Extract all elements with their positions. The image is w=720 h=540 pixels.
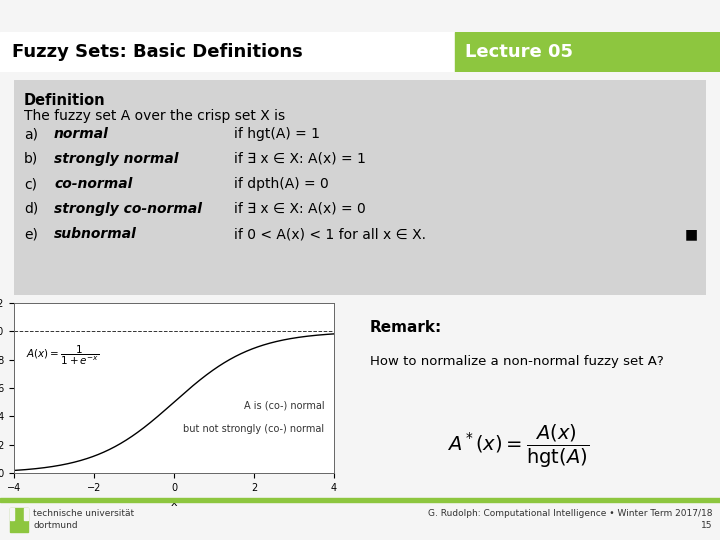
Text: technische universität: technische universität [33,510,134,518]
Text: strongly normal: strongly normal [54,152,179,166]
Text: G. Rudolph: Computational Intelligence • Winter Term 2017/18: G. Rudolph: Computational Intelligence •… [428,510,712,518]
Text: normal: normal [54,127,109,141]
Text: dortmund: dortmund [33,522,78,530]
Bar [0,498,720,502]
Text: e): e) [24,227,38,241]
Text: Definition: Definition [24,93,106,108]
Bar [10,508,28,532]
Text: strongly co-normal: strongly co-normal [54,202,202,216]
Text: if hgt(A) = 1: if hgt(A) = 1 [234,127,320,141]
Bar [10,508,14,520]
Text: Lecture 05: Lecture 05 [465,43,573,61]
Text: ■: ■ [685,227,698,241]
Text: The fuzzy set A over the crisp set X is: The fuzzy set A over the crisp set X is [24,109,285,123]
Text: 15: 15 [701,522,712,530]
Text: if 0 < A(x) < 1 for all x ∈ X.: if 0 < A(x) < 1 for all x ∈ X. [234,227,426,241]
Text: $A^*(x) = \dfrac{A(x)}{\mathrm{hgt}(A)}$: $A^*(x) = \dfrac{A(x)}{\mathrm{hgt}(A)}$ [447,423,589,470]
Text: if ∃ x ∈ X: A(x) = 1: if ∃ x ∈ X: A(x) = 1 [234,152,366,166]
Text: How to normalize a non-normal fuzzy set A?: How to normalize a non-normal fuzzy set … [369,355,663,368]
Text: subnormal: subnormal [54,227,137,241]
Text: b): b) [24,152,38,166]
Text: Remark:: Remark: [369,320,442,334]
Text: A is (co-) normal: A is (co-) normal [244,400,325,410]
Text: $A(x) = \dfrac{1}{1+e^{-x}}$: $A(x) = \dfrac{1}{1+e^{-x}}$ [26,343,99,367]
Text: a): a) [24,127,38,141]
Text: if ∃ x ∈ X: A(x) = 0: if ∃ x ∈ X: A(x) = 0 [234,202,366,216]
X-axis label: x: x [171,498,177,508]
Text: co-normal: co-normal [54,177,132,191]
Bar [0,32,455,72]
Bar [24,508,28,520]
Text: d): d) [24,202,38,216]
Bar [455,32,720,72]
Text: but not strongly (co-) normal: but not strongly (co-) normal [184,424,325,434]
Text: c): c) [24,177,37,191]
Text: if dpth(A) = 0: if dpth(A) = 0 [234,177,329,191]
Text: Fuzzy Sets: Basic Definitions: Fuzzy Sets: Basic Definitions [12,43,302,61]
